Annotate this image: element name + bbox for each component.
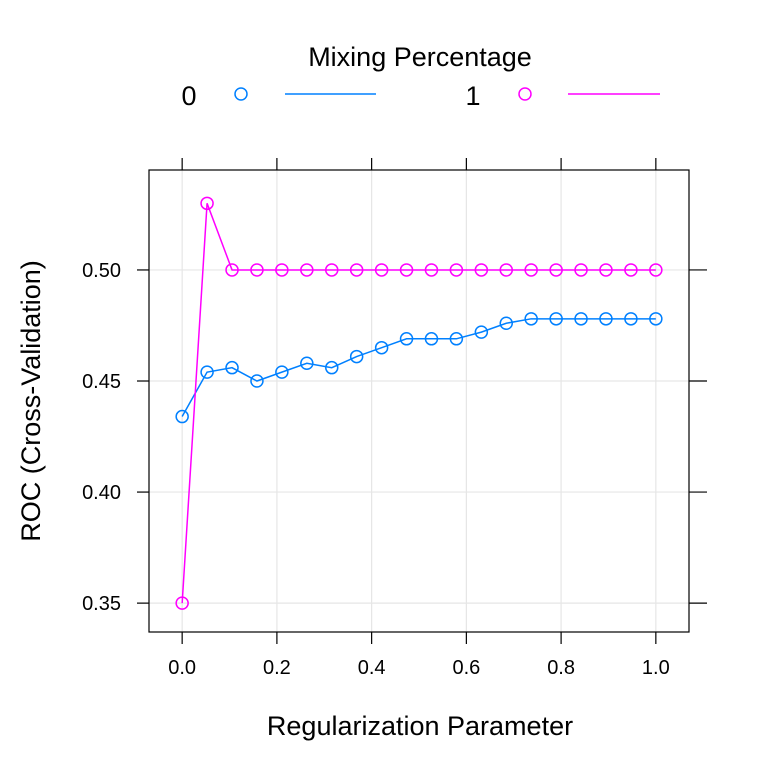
series-1: [175, 196, 663, 610]
series-line-1: [181, 203, 656, 604]
y-tick-label: 0.45: [82, 371, 121, 393]
data-point-series-0: [250, 374, 264, 388]
y-tick-label: 0.40: [82, 482, 121, 504]
data-point-series-0: [200, 365, 214, 379]
data-point-series-1: [624, 263, 638, 277]
data-point-series-0: [624, 312, 638, 326]
data-point-series-0: [175, 409, 189, 424]
data-point-series-1: [349, 263, 364, 277]
legend: Mixing Percentage 0 1: [181, 42, 660, 111]
data-point-series-0: [300, 356, 314, 370]
y-axis-label: ROC (Cross-Validation): [16, 260, 46, 542]
data-point-series-0: [574, 312, 588, 326]
data-point-series-0: [449, 332, 464, 346]
series-0: [175, 312, 663, 424]
data-point-series-0: [424, 332, 439, 346]
data-point-series-0: [524, 312, 538, 326]
data-point-series-1: [449, 263, 464, 277]
data-point-series-1: [499, 263, 514, 277]
legend-label-series-0: 0: [181, 81, 196, 111]
data-point-series-0: [649, 312, 663, 326]
data-point-series-1: [474, 263, 489, 277]
legend-label-series-1: 1: [465, 81, 480, 111]
legend-marker-series-0: [234, 87, 248, 101]
data-point-series-0: [399, 332, 414, 346]
data-point-series-1: [200, 196, 214, 211]
legend-marker-series-1: [518, 87, 532, 101]
data-point-series-0: [324, 360, 339, 375]
data-point-series-1: [549, 263, 563, 277]
axis-ticks: 0.0 0.2 0.4 0.6 0.8 1.0 0.35 0.40 0.45 0.50: [82, 158, 707, 679]
data-point-series-1: [300, 263, 314, 277]
x-tick-label: 0.0: [168, 657, 196, 679]
data-point-series-1: [649, 263, 663, 277]
data-point-series-1: [399, 263, 414, 277]
y-tick-label: 0.50: [82, 260, 121, 282]
plot-frame: [148, 169, 690, 633]
data-point-series-1: [524, 263, 538, 277]
data-point-series-0: [349, 349, 364, 364]
data-point-series-0: [499, 316, 514, 331]
x-tick-label: 1.0: [642, 657, 670, 679]
x-tick-label: 0.4: [358, 657, 386, 679]
data-point-series-1: [250, 263, 264, 277]
x-tick-label: 0.8: [547, 657, 575, 679]
data-point-series-0: [275, 365, 289, 379]
data-point-series-0: [225, 360, 239, 375]
data-point-series-1: [324, 263, 339, 277]
data-point-series-1: [424, 263, 439, 277]
data-point-series-1: [599, 263, 613, 277]
grid: [149, 170, 689, 632]
data-point-series-0: [549, 312, 563, 326]
x-tick-label: 0.6: [452, 657, 480, 679]
series-line-0: [181, 318, 656, 417]
data-point-series-0: [374, 340, 389, 355]
series-layer: [175, 196, 663, 610]
data-point-series-1: [225, 263, 239, 277]
data-point-series-0: [474, 325, 489, 339]
data-point-series-1: [275, 263, 289, 277]
y-tick-label: 0.35: [82, 593, 121, 615]
data-point-series-0: [599, 312, 613, 326]
x-tick-label: 0.2: [263, 657, 291, 679]
legend-title: Mixing Percentage: [308, 42, 532, 72]
data-point-series-1: [175, 596, 189, 610]
data-point-series-1: [374, 263, 389, 277]
data-point-series-1: [574, 263, 588, 277]
x-axis-label: Regularization Parameter: [267, 711, 573, 741]
